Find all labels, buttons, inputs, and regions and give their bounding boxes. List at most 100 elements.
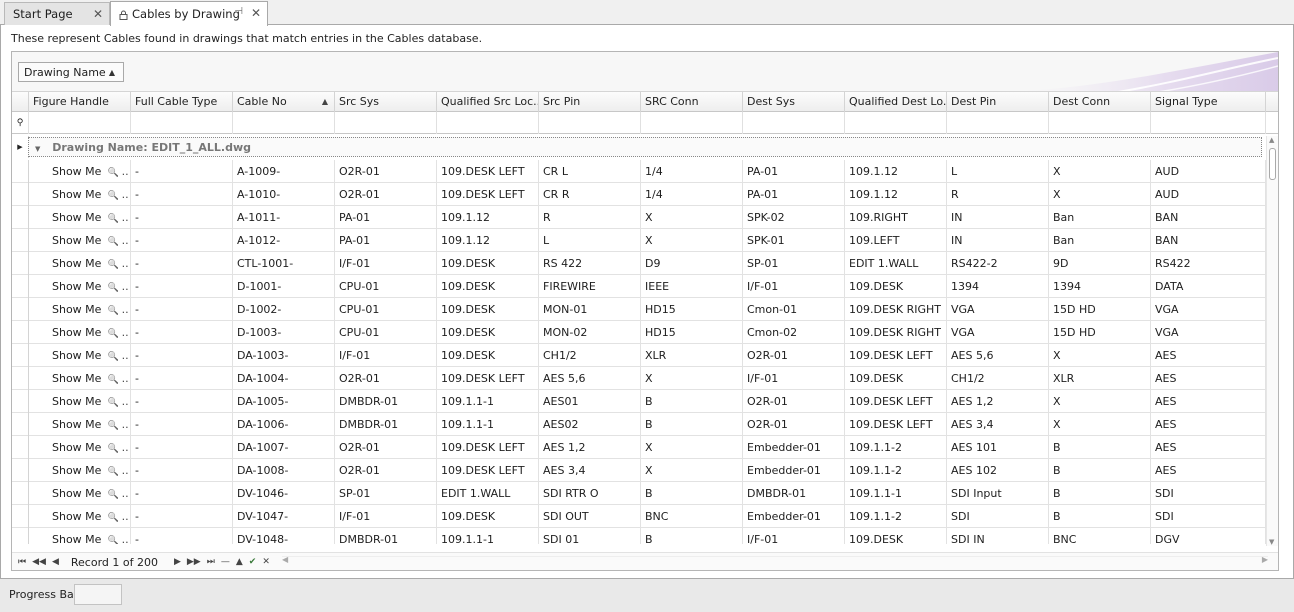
table-row[interactable]: Show Me 🔍.. - D-1003- CPU-01 109.DESK MON-02 HD…: [12, 321, 1266, 344]
table-row[interactable]: Show Me 🔍.. - A-1009- O2R-01 109.DESK LEFT CR …: [12, 160, 1266, 183]
table-cell[interactable]: X: [641, 459, 743, 482]
table-row[interactable]: Show Me 🔍.. - DV-1048- DMBDR-01 109.1.1-1 SDI …: [12, 528, 1266, 544]
table-cell[interactable]: 109.DESK LEFT: [437, 160, 539, 183]
table-cell[interactable]: CR L: [539, 160, 641, 183]
table-cell[interactable]: A-1010-: [233, 183, 335, 206]
table-cell[interactable]: B: [1049, 505, 1151, 528]
table-cell[interactable]: Cmon-01: [743, 298, 845, 321]
ellipsis-button[interactable]: ..: [121, 510, 129, 523]
scroll-down-icon[interactable]: ▼: [1269, 538, 1275, 546]
magnifier-icon[interactable]: 🔍: [107, 352, 119, 362]
table-cell[interactable]: 109.DESK: [437, 505, 539, 528]
table-cell[interactable]: DA-1008-: [233, 459, 335, 482]
table-cell[interactable]: DGV: [1151, 528, 1266, 544]
table-cell[interactable]: EDIT 1.WALL: [437, 482, 539, 505]
table-row[interactable]: Show Me 🔍.. - D-1001- CPU-01 109.DESK FIREWIRE…: [12, 275, 1266, 298]
row-indicator[interactable]: [12, 275, 29, 298]
table-cell[interactable]: X: [641, 367, 743, 390]
table-row[interactable]: Show Me 🔍.. - DA-1003- I/F-01 109.DESK CH1/2 XL…: [12, 344, 1266, 367]
tab-cables-by-drawing[interactable]: Cables by Drawing ⊣ ✕: [110, 1, 268, 26]
table-cell[interactable]: B: [1049, 436, 1151, 459]
table-cell[interactable]: -: [131, 298, 233, 321]
table-cell[interactable]: 109.RIGHT: [845, 206, 947, 229]
row-indicator[interactable]: [12, 298, 29, 321]
table-cell[interactable]: R: [947, 183, 1049, 206]
close-icon[interactable]: ✕: [92, 7, 103, 21]
table-row[interactable]: Show Me 🔍.. - DV-1046- SP-01 EDIT 1.WALL SDI R…: [12, 482, 1266, 505]
table-cell[interactable]: X: [641, 206, 743, 229]
table-cell[interactable]: BNC: [641, 505, 743, 528]
table-cell[interactable]: 1/4: [641, 183, 743, 206]
row-indicator[interactable]: [12, 321, 29, 344]
ellipsis-button[interactable]: ..: [121, 326, 129, 339]
table-cell[interactable]: SDI IN: [947, 528, 1049, 544]
table-row[interactable]: Show Me 🔍.. - DA-1005- DMBDR-01 109.1.1-1 AES0…: [12, 390, 1266, 413]
table-cell[interactable]: AES 1,2: [539, 436, 641, 459]
table-cell[interactable]: DMBDR-01: [335, 413, 437, 436]
table-cell[interactable]: I/F-01: [335, 252, 437, 275]
show-me-cell[interactable]: Show Me 🔍..: [48, 252, 131, 275]
ellipsis-button[interactable]: ..: [121, 280, 129, 293]
delete-record-icon[interactable]: —: [220, 557, 230, 567]
show-me-cell[interactable]: Show Me 🔍..: [48, 367, 131, 390]
row-indicator[interactable]: [12, 367, 29, 390]
table-cell[interactable]: D9: [641, 252, 743, 275]
magnifier-icon[interactable]: 🔍: [107, 168, 119, 178]
magnifier-icon[interactable]: 🔍: [107, 513, 119, 523]
table-cell[interactable]: AES 5,6: [539, 367, 641, 390]
column-header[interactable]: Dest Pin: [947, 92, 1049, 112]
table-cell[interactable]: FIREWIRE: [539, 275, 641, 298]
column-header[interactable]: Dest Sys: [743, 92, 845, 112]
table-cell[interactable]: SDI Input: [947, 482, 1049, 505]
show-me-cell[interactable]: Show Me 🔍..: [48, 390, 131, 413]
filter-cell[interactable]: [743, 112, 845, 134]
scroll-up-icon[interactable]: ▲: [1269, 136, 1275, 144]
table-cell[interactable]: PA-01: [335, 229, 437, 252]
show-me-cell[interactable]: Show Me 🔍..: [48, 436, 131, 459]
ellipsis-button[interactable]: ..: [121, 211, 129, 224]
row-indicator[interactable]: [12, 206, 29, 229]
table-cell[interactable]: CPU-01: [335, 298, 437, 321]
table-cell[interactable]: AES 102: [947, 459, 1049, 482]
magnifier-icon[interactable]: 🔍: [107, 283, 119, 293]
table-cell[interactable]: CTL-1001-: [233, 252, 335, 275]
table-cell[interactable]: 109.1.1-1: [437, 528, 539, 544]
table-cell[interactable]: IN: [947, 206, 1049, 229]
table-cell[interactable]: D-1001-: [233, 275, 335, 298]
row-indicator[interactable]: [12, 436, 29, 459]
filter-cell[interactable]: [1151, 112, 1266, 134]
ellipsis-button[interactable]: ..: [121, 395, 129, 408]
ellipsis-button[interactable]: ..: [121, 165, 129, 178]
show-me-cell[interactable]: Show Me 🔍..: [48, 344, 131, 367]
table-cell[interactable]: 1/4: [641, 160, 743, 183]
table-cell[interactable]: 109.1.12: [437, 229, 539, 252]
column-header[interactable]: SRC Conn: [641, 92, 743, 112]
ellipsis-button[interactable]: ..: [121, 234, 129, 247]
show-me-cell[interactable]: Show Me 🔍..: [48, 459, 131, 482]
table-cell[interactable]: -: [131, 252, 233, 275]
table-cell[interactable]: -: [131, 528, 233, 544]
table-cell[interactable]: AES 5,6: [947, 344, 1049, 367]
table-cell[interactable]: 109.DESK RIGHT: [845, 321, 947, 344]
magnifier-icon[interactable]: 🔍: [107, 306, 119, 316]
table-cell[interactable]: O2R-01: [743, 413, 845, 436]
table-cell[interactable]: DATA: [1151, 275, 1266, 298]
table-cell[interactable]: X: [1049, 183, 1151, 206]
table-cell[interactable]: O2R-01: [335, 183, 437, 206]
table-cell[interactable]: 9D: [1049, 252, 1151, 275]
table-cell[interactable]: 109.1.1-2: [845, 505, 947, 528]
table-cell[interactable]: 109.DESK: [437, 344, 539, 367]
table-cell[interactable]: 109.DESK LEFT: [437, 367, 539, 390]
apply-check-icon[interactable]: ✔: [248, 557, 257, 567]
table-cell[interactable]: SDI: [1151, 482, 1266, 505]
table-cell[interactable]: -: [131, 482, 233, 505]
table-cell[interactable]: SPK-02: [743, 206, 845, 229]
table-cell[interactable]: 1394: [1049, 275, 1151, 298]
magnifier-icon[interactable]: 🔍: [107, 490, 119, 500]
table-cell[interactable]: L: [539, 229, 641, 252]
table-cell[interactable]: 109.DESK: [845, 528, 947, 544]
table-cell[interactable]: AES02: [539, 413, 641, 436]
table-cell[interactable]: CPU-01: [335, 275, 437, 298]
table-cell[interactable]: DA-1005-: [233, 390, 335, 413]
table-cell[interactable]: 109.1.12: [845, 183, 947, 206]
